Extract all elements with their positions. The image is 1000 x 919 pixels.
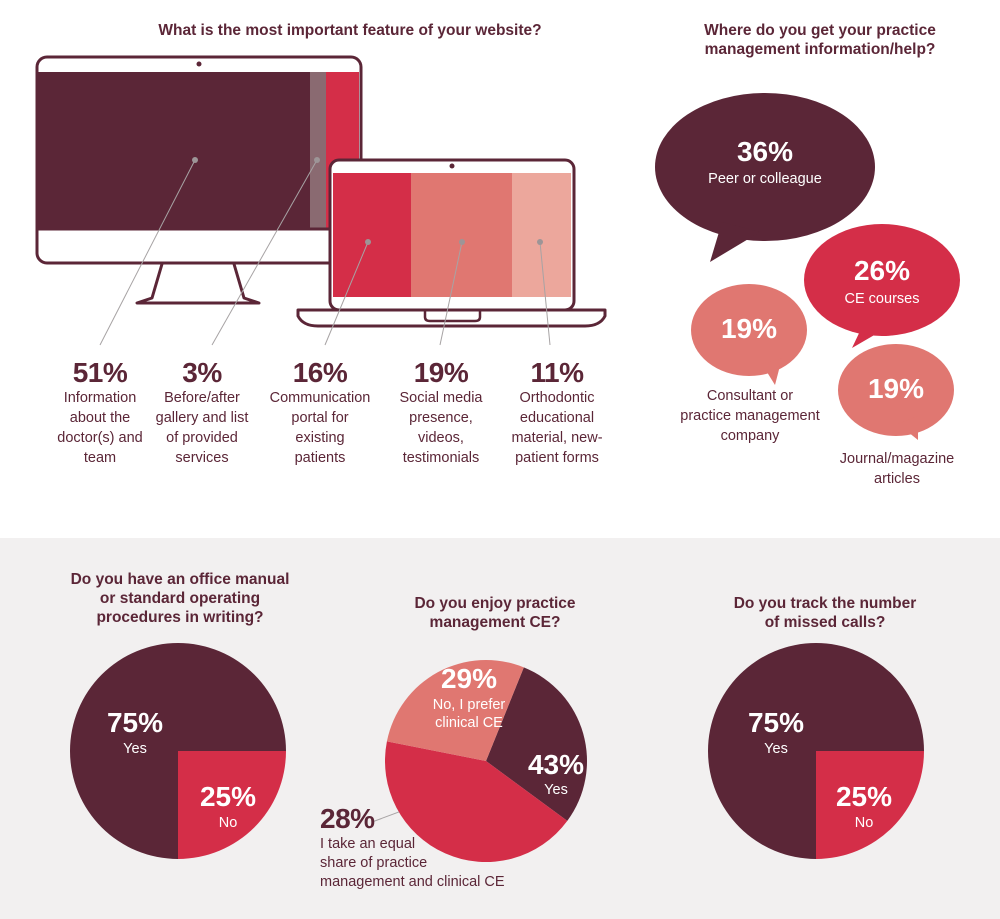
pie-ce-slice-1 — [384, 741, 568, 862]
calls-question-line: Do you track the number — [733, 595, 917, 612]
website-item-desc: about the — [69, 410, 131, 426]
website-item-desc: presence, — [409, 410, 473, 426]
ce-c-label-line: I take an equal — [320, 836, 416, 852]
bubble-19b-label-line: Journal/magazine — [839, 451, 955, 467]
manual-question: Do you have an office manual or standard… — [40, 570, 320, 627]
website-item-pct: 51% — [72, 357, 128, 388]
manual-yes-label: Yes — [123, 741, 147, 757]
ce-c-pct: 28% — [320, 803, 375, 834]
manual-question-line: procedures in writing? — [96, 609, 264, 626]
bubble-19a-label: Consultant or practice management compan… — [660, 386, 840, 446]
bubble-36 — [655, 93, 875, 262]
website-item-pct: 11% — [530, 357, 585, 388]
bubble-19b-label-line: articles — [874, 471, 920, 487]
bubble-26-label: CE courses — [844, 291, 920, 307]
calls-yes-label: Yes — [764, 741, 788, 757]
ce-a-pct: 29% — [440, 663, 498, 694]
ce-a-label-line: clinical CE — [435, 715, 503, 731]
monitor-illustration — [35, 55, 363, 305]
website-item-2: 3% Before/after gallery and list of prov… — [137, 358, 267, 468]
manual-no-label: No — [218, 815, 238, 831]
laptop-illustration — [296, 158, 607, 328]
bubble-19-journal — [838, 344, 954, 440]
website-item-pct: 3% — [182, 357, 222, 388]
bubble-36-label: Peer or colleague — [708, 171, 822, 187]
website-item-desc: Orthodontic — [519, 390, 595, 406]
website-item-5: 11% Orthodontic educational material, ne… — [492, 358, 622, 468]
calls-question-line: of missed calls? — [764, 614, 886, 631]
calls-no-label: No — [854, 815, 874, 831]
bubble-19b-label: Journal/magazine articles — [812, 449, 982, 489]
website-item-1: 51% Information about the doctor(s) and … — [35, 358, 165, 468]
website-item-pct: 16% — [292, 357, 348, 388]
ce-a-label-line: No, I prefer — [432, 697, 506, 713]
info-question: Where do you get your practice managemen… — [660, 21, 980, 59]
calls-question: Do you track the number of missed calls? — [700, 594, 950, 632]
pie-ce-slice-0 — [486, 667, 587, 821]
ce-c-label-line: share of practice — [320, 855, 428, 871]
bubble-19a-label-line: company — [720, 428, 780, 444]
website-item-4: 19% Social media presence, videos, testi… — [376, 358, 506, 468]
website-item-desc: videos, — [418, 430, 464, 446]
website-item-desc: patients — [294, 450, 346, 466]
bubble-19a-pct: 19% — [720, 313, 778, 344]
website-item-desc: gallery and list — [155, 410, 249, 426]
website-item-desc: material, new- — [511, 430, 603, 446]
bubble-26-pct: 26% — [853, 255, 911, 286]
website-item-desc: existing — [295, 430, 345, 446]
info-question-line: Where do you get your practice — [704, 22, 936, 39]
ce-b-label: Yes — [544, 782, 568, 798]
website-item-desc: testimonials — [402, 450, 480, 466]
manual-question-line: or standard operating — [99, 590, 261, 607]
website-item-desc: Communication — [269, 390, 371, 406]
bubble-19-consultant — [691, 284, 807, 385]
laptop-segment-19 — [411, 173, 512, 297]
website-item-desc: portal for — [291, 410, 349, 426]
website-item-desc: patient forms — [515, 450, 599, 466]
manual-yes-pct: 75% — [106, 707, 164, 738]
manual-no-pct: 25% — [199, 781, 257, 812]
pie-ce-slice-2 — [386, 660, 524, 761]
website-item-desc: Information — [63, 390, 137, 406]
pie-calls-slice-1 — [816, 751, 924, 859]
website-item-3: 16% Communication portal for existing pa… — [255, 358, 385, 468]
website-item-desc: doctor(s) and — [57, 430, 143, 446]
website-item-desc: educational — [519, 410, 595, 426]
manual-question-line: Do you have an office manual — [70, 571, 290, 588]
website-item-desc: of provided — [166, 430, 238, 446]
laptop-segment-16 — [333, 173, 411, 297]
ce-c-label-line: management and clinical CE — [320, 874, 505, 890]
laptop-segment-11 — [512, 173, 571, 297]
bubble-36-pct: 36% — [736, 136, 794, 167]
bubble-26 — [804, 224, 960, 348]
ce-c-label: I take an equal share of practice manage… — [320, 835, 540, 892]
bubble-19a-label-line: Consultant or — [706, 388, 794, 404]
ce-a-label: No, I prefer clinical CE — [409, 696, 529, 732]
website-item-desc: services — [175, 450, 229, 466]
bubble-19a-label-line: practice management — [680, 408, 820, 424]
calls-yes-pct: 75% — [747, 707, 805, 738]
website-item-desc: Social media — [399, 390, 483, 406]
pie-manual-slice-1 — [178, 751, 286, 859]
calls-no-pct: 25% — [835, 781, 893, 812]
website-question: What is the most important feature of yo… — [158, 22, 542, 39]
info-question-line: management information/help? — [704, 41, 936, 58]
website-item-pct: 19% — [413, 357, 469, 388]
ce-question-line: Do you enjoy practice — [414, 595, 576, 612]
website-item-desc: team — [83, 450, 117, 466]
bubble-19b-pct: 19% — [867, 373, 925, 404]
monitor-segment-51 — [38, 72, 310, 229]
ce-question: Do you enjoy practice management CE? — [370, 594, 620, 632]
ce-b-pct: 43% — [527, 749, 585, 780]
monitor-segment-3 — [310, 72, 326, 229]
website-item-desc: Before/after — [164, 390, 240, 406]
ce-question-line: management CE? — [429, 614, 561, 631]
